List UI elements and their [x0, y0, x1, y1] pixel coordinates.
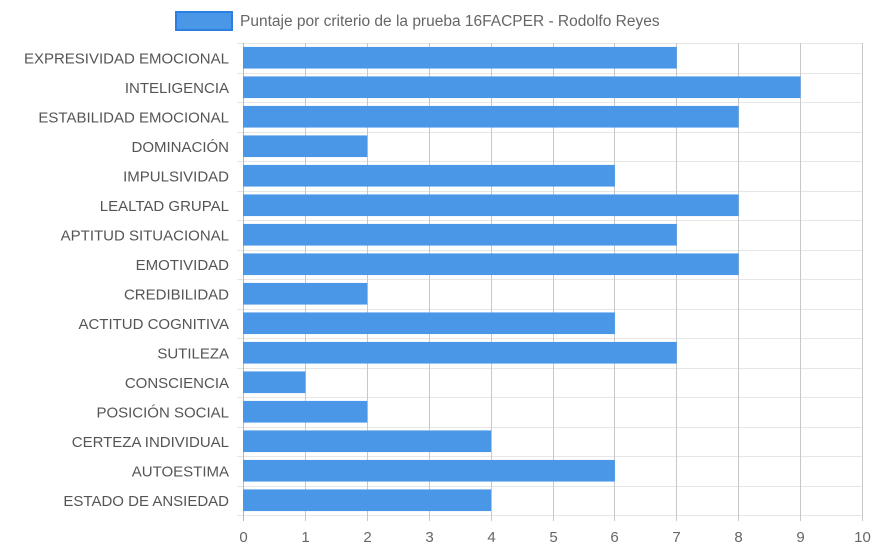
- bar[interactable]: [243, 282, 368, 305]
- y-category-label: AUTOESTIMA: [132, 463, 229, 480]
- bar[interactable]: [243, 194, 739, 217]
- legend-swatch: [175, 11, 233, 31]
- bar[interactable]: [243, 135, 368, 158]
- legend-label: Puntaje por criterio de la prueba 16FACP…: [240, 13, 660, 30]
- x-tick-label: 3: [425, 529, 433, 546]
- bar[interactable]: [243, 430, 492, 453]
- y-category-label: EMOTIVIDAD: [136, 257, 230, 274]
- y-category-label: ESTADO DE ANSIEDAD: [63, 493, 229, 510]
- y-axis-labels: EXPRESIVIDAD EMOCIONAL INTELIGENCIA ESTABI…: [24, 50, 229, 510]
- x-tick-label: 10: [854, 529, 871, 546]
- x-tick-label: 2: [363, 529, 371, 546]
- x-tick-label: 8: [734, 529, 742, 546]
- x-axis-labels: 0 1 2 3 4 5 6 7 8 9 10: [239, 529, 871, 546]
- bar[interactable]: [243, 459, 615, 482]
- bar[interactable]: [243, 312, 615, 335]
- x-tick-label: 6: [610, 529, 618, 546]
- bar[interactable]: [243, 400, 368, 423]
- bar[interactable]: [243, 489, 492, 512]
- x-tick-label: 9: [796, 529, 804, 546]
- y-category-label: CERTEZA INDIVIDUAL: [72, 434, 229, 451]
- x-tick-label: 1: [301, 529, 309, 546]
- bars: [243, 46, 801, 512]
- y-category-label: LEALTAD GRUPAL: [100, 198, 229, 215]
- y-category-label: APTITUD SITUACIONAL: [61, 227, 229, 244]
- bar[interactable]: [243, 371, 306, 394]
- bar[interactable]: [243, 164, 615, 187]
- bar[interactable]: [243, 76, 801, 99]
- y-category-label: CONSCIENCIA: [125, 375, 229, 392]
- y-category-label: DOMINACIÓN: [132, 139, 230, 156]
- y-category-label: INTELIGENCIA: [125, 80, 229, 97]
- bar[interactable]: [243, 223, 677, 246]
- bar[interactable]: [243, 46, 677, 69]
- bar[interactable]: [243, 253, 739, 276]
- y-category-label: POSICIÓN SOCIAL: [96, 404, 229, 421]
- y-category-label: SUTILEZA: [157, 345, 229, 362]
- grid: [237, 43, 863, 521]
- x-tick-label: 7: [672, 529, 680, 546]
- legend[interactable]: Puntaje por criterio de la prueba 16FACP…: [175, 11, 660, 31]
- y-category-label: ESTABILIDAD EMOCIONAL: [38, 109, 229, 126]
- y-category-label: ACTITUD COGNITIVA: [78, 316, 229, 333]
- x-tick-label: 4: [487, 529, 495, 546]
- x-tick-label: 5: [549, 529, 557, 546]
- x-tick-label: 0: [239, 529, 247, 546]
- bar[interactable]: [243, 341, 677, 364]
- bar[interactable]: [243, 105, 739, 128]
- y-category-label: IMPULSIVIDAD: [123, 168, 229, 185]
- y-category-label: EXPRESIVIDAD EMOCIONAL: [24, 50, 229, 67]
- y-category-label: CREDIBILIDAD: [124, 286, 229, 303]
